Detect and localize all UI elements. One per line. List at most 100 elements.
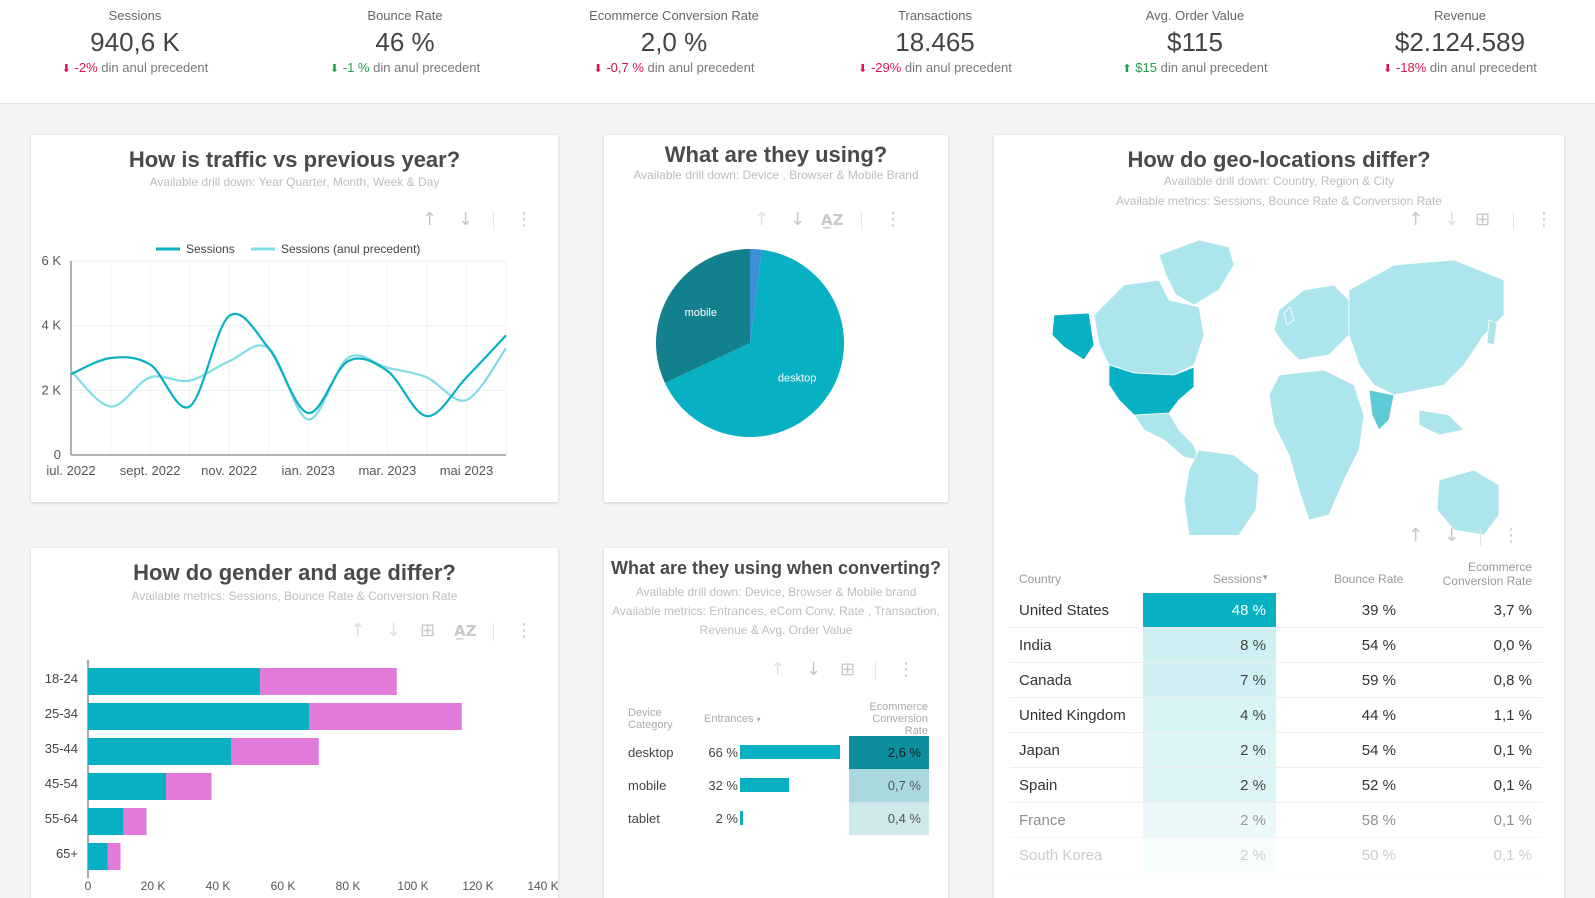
kpi-delta: ⬇ -1 % din anul precedent: [285, 60, 525, 75]
kpi-delta-value: $15: [1135, 60, 1157, 75]
cell-sessions: 2 %: [1240, 847, 1266, 864]
sort-az-icon[interactable]: A̲Z: [821, 211, 844, 229]
arrow-down-icon[interactable]: ↓: [790, 209, 806, 230]
kpi-delta-value: -1 %: [342, 60, 370, 75]
cell-conversion: 0,1 %: [1493, 777, 1532, 794]
arrow-down-icon: ⬇: [1383, 63, 1393, 75]
kpi-label: Sessions: [108, 8, 162, 23]
arrow-up-icon[interactable]: ↑: [350, 620, 366, 641]
kpi-conversion-rate[interactable]: Ecommerce Conversion Rate 2,0 % ⬇ -0,7 %…: [554, 8, 794, 75]
sort-az-icon[interactable]: A̲Z: [454, 622, 477, 640]
map-region-india[interactable]: [1368, 389, 1395, 431]
sort-desc-icon[interactable]: ▾: [1263, 572, 1268, 582]
cell-sessions-bar: [1143, 663, 1276, 697]
chart-settings-icon[interactable]: ⊞: [840, 659, 856, 680]
y-tick-label: 0: [54, 447, 61, 462]
pie-slice-tablet: [750, 249, 762, 343]
bar-segment: [231, 738, 319, 765]
arrow-up-icon[interactable]: ↑: [754, 209, 770, 230]
kpi-revenue[interactable]: Revenue $2.124.589 ⬇ -18% din anul prece…: [1340, 8, 1580, 75]
arrow-down-icon[interactable]: ↓: [386, 620, 402, 641]
y-tick-label: 6 K: [41, 253, 61, 268]
bar-segment: [309, 703, 462, 730]
table-row[interactable]: mobile 32 % 0,7 %: [604, 769, 948, 802]
kpi-bounce-rate[interactable]: Bounce Rate 46 % ⬇ -1 % din anul precede…: [285, 8, 525, 75]
kpi-sessions[interactable]: Sessions 940,6 K ⬇ -2% din anul preceden…: [15, 8, 255, 75]
kpi-value: 2,0 %: [640, 27, 708, 57]
arrow-down-icon[interactable]: ↓: [1444, 209, 1460, 230]
map-region-us[interactable]: [1108, 364, 1195, 416]
table-row[interactable]: United Kingdom 4 % 44 % 1,1 %: [1010, 698, 1542, 733]
col-sessions[interactable]: Sessions: [1213, 572, 1262, 586]
more-vert-icon[interactable]: ⋮: [1502, 525, 1520, 546]
arrow-down-icon[interactable]: ↓: [458, 209, 474, 230]
card-title: How do gender and age differ?: [133, 560, 456, 585]
col-entrances[interactable]: Entrances ▾: [704, 713, 761, 725]
more-vert-icon[interactable]: ⋮: [897, 659, 915, 680]
kpi-value: $2.124.589: [1394, 27, 1526, 57]
y-tick-label: 25-34: [45, 706, 78, 721]
kpi-value: $115: [1167, 27, 1223, 57]
table-row[interactable]: Spain 2 % 52 % 0,1 %: [1010, 768, 1542, 803]
kpi-avg-order-value[interactable]: Avg. Order Value $115 ⬆ $15 din anul pre…: [1075, 8, 1315, 75]
col-bounce[interactable]: Bounce Rate: [1334, 572, 1404, 586]
kpi-label: Bounce Rate: [367, 8, 443, 23]
col-device-category[interactable]: Device Category: [628, 707, 673, 731]
arrow-up-icon[interactable]: ↑: [422, 209, 438, 230]
kpi-delta-suffix: din anul precedent: [1429, 60, 1537, 75]
map-region-alaska[interactable]: [1051, 312, 1095, 361]
cell-entrances: 66 %: [708, 745, 738, 760]
kpi-delta-suffix: din anul precedent: [647, 60, 755, 75]
table-row[interactable]: France 2 % 58 % 0,1 %: [1010, 803, 1542, 838]
col-conversion[interactable]: Ecommerce Conversion Rate: [1443, 560, 1532, 588]
more-vert-icon[interactable]: ⋮: [515, 620, 533, 641]
world-map: [1051, 239, 1505, 535]
bar-segment: [88, 843, 108, 870]
table-row[interactable]: Japan 2 % 54 % 0,1 %: [1010, 733, 1542, 768]
col-country[interactable]: Country: [1019, 572, 1062, 586]
table-row[interactable]: desktop 66 % 2,6 %: [604, 736, 948, 769]
table-row[interactable]: United States 48 % 39 % 3,7 %: [1010, 593, 1542, 628]
arrow-up-icon[interactable]: ↑: [770, 659, 786, 680]
x-tick-label: ian. 2023: [282, 463, 336, 478]
cell-conversion-bg: [849, 736, 929, 769]
table-row[interactable]: South Korea 2 % 50 % 0,1 %: [1010, 838, 1542, 873]
cell-bounce: 44 %: [1361, 707, 1396, 724]
cell-sessions-bar: [1143, 803, 1276, 837]
y-tick-label: 45-54: [45, 776, 78, 791]
arrow-down-icon[interactable]: ↓: [1444, 525, 1460, 546]
x-tick-label: 20 K: [141, 879, 166, 893]
cell-device: mobile: [628, 778, 667, 793]
kpi-transactions[interactable]: Transactions 18.465 ⬇ -29% din anul prec…: [815, 8, 1055, 75]
arrow-down-icon[interactable]: ↓: [806, 659, 822, 680]
more-vert-icon[interactable]: ⋮: [884, 209, 902, 230]
cell-conversion: 0,4 %: [887, 811, 921, 826]
table-row[interactable]: Canada 7 % 59 % 0,8 %: [1010, 663, 1542, 698]
cell-device: tablet: [628, 811, 660, 826]
arrow-up-icon[interactable]: ↑: [1408, 209, 1424, 230]
legend-label: Sessions (anul precedent): [281, 242, 420, 256]
chart-settings-icon[interactable]: ⊞: [420, 620, 436, 641]
divider: [875, 662, 876, 680]
pie-label: desktop: [778, 372, 817, 384]
card-title: How is traffic vs previous year?: [128, 147, 461, 172]
kpi-label: Avg. Order Value: [1145, 8, 1245, 23]
cell-conversion: 1,1 %: [1493, 707, 1532, 724]
chart-settings-icon[interactable]: ⊞: [1475, 209, 1491, 230]
converting-card: What are they using when converting? Ava…: [604, 548, 948, 898]
table-row[interactable]: India 8 % 54 % 0,0 %: [1010, 628, 1542, 663]
table-row[interactable]: tablet 2 % 0,4 %: [604, 802, 948, 835]
cell-sessions: 2 %: [1240, 777, 1266, 794]
more-vert-icon[interactable]: ⋮: [515, 209, 533, 230]
col-conversion-line1: Ecommerce: [1467, 560, 1532, 574]
x-tick-label: 100 K: [397, 879, 428, 893]
arrow-down-icon: ⬇: [858, 63, 868, 75]
pie-label: mobile: [685, 307, 717, 319]
arrow-up-icon[interactable]: ↑: [1408, 525, 1424, 546]
more-vert-icon[interactable]: ⋮: [1535, 209, 1553, 230]
x-tick-label: nov. 2022: [201, 463, 257, 478]
x-tick-label: 140 K: [527, 879, 558, 893]
traffic-card: How is traffic vs previous year? Availab…: [31, 135, 558, 502]
x-tick-label: 0: [85, 879, 92, 893]
col-conversion[interactable]: Ecommerce Conversion Rate: [869, 701, 928, 737]
